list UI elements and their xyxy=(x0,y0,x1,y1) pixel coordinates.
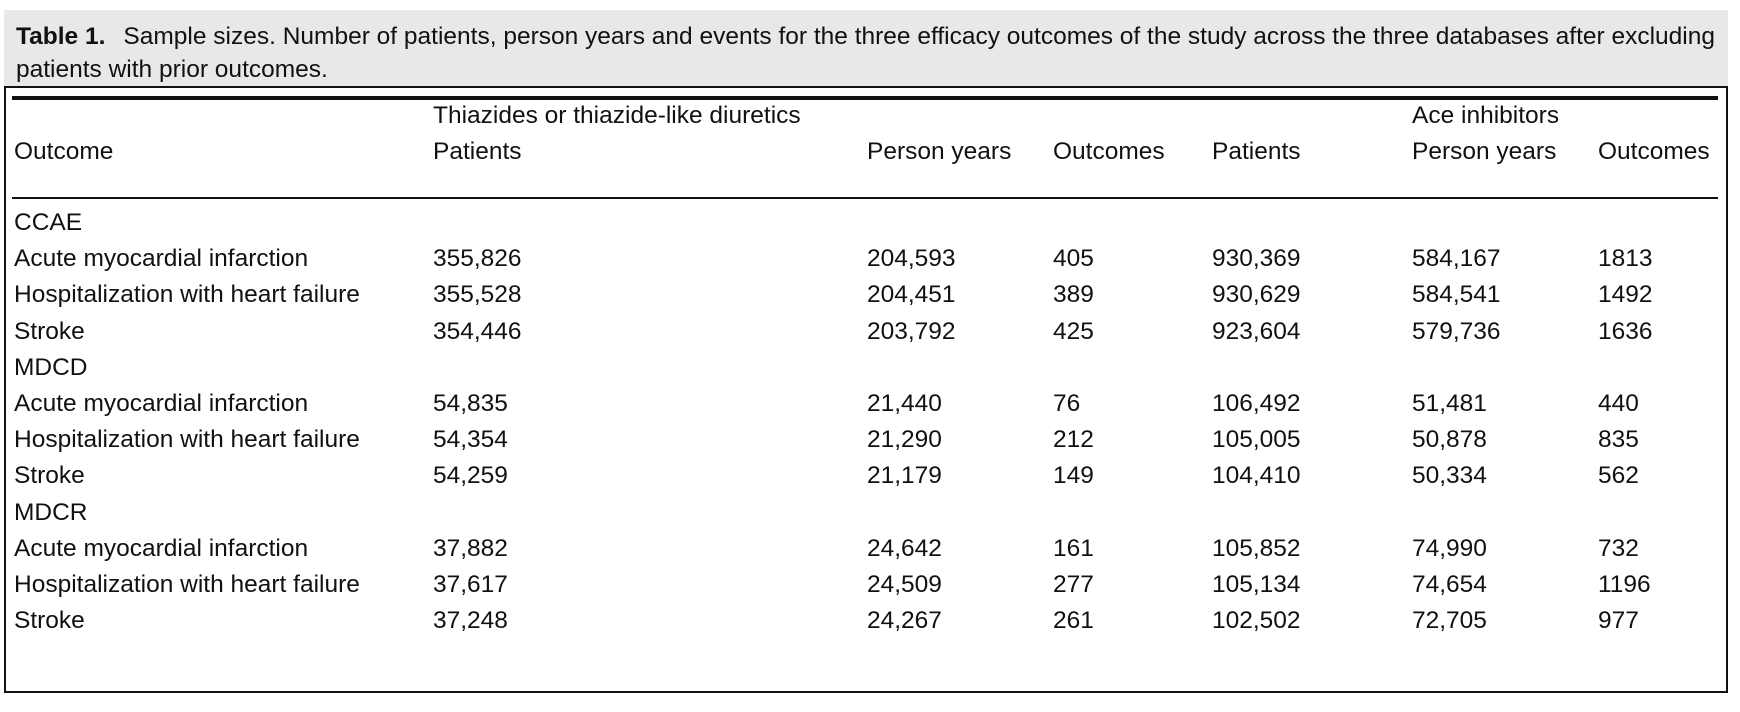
table-cell-outcome: Hospitalization with heart failure xyxy=(14,426,360,454)
table-cell-outcome: Acute myocardial infarction xyxy=(14,390,309,417)
table-cell-person-years-thiazides: 21,440 xyxy=(867,390,942,417)
table-cell-outcomes-ace: 1636 xyxy=(1598,317,1653,345)
table-cell-outcome: Hospitalization with heart failure xyxy=(14,571,360,598)
table-cell-person-years-thiazides: 204,593 xyxy=(867,245,956,273)
table-cell-outcomes-thiazides: 277 xyxy=(1053,571,1094,598)
table-cell-patients-thiazides: 54,835 xyxy=(433,390,508,417)
table-cell-patients-ace: 105,134 xyxy=(1212,571,1301,598)
column-header-person-years-thiazides: Person years xyxy=(867,138,1012,165)
table-cell-person-years-ace: 584,167 xyxy=(1412,245,1501,273)
table-cell-patients-ace: 106,492 xyxy=(1212,390,1301,417)
table-cell-outcome: Hospitalization with heart failure xyxy=(14,281,360,309)
table-cell-patients-ace: 923,604 xyxy=(1212,317,1301,345)
column-header-outcomes-thiazides: Outcomes xyxy=(1053,138,1165,165)
table-cell-person-years-thiazides: 21,290 xyxy=(867,426,942,454)
table-cell-person-years-thiazides: 24,509 xyxy=(867,571,942,598)
table-cell-outcome: Stroke xyxy=(14,462,85,490)
table-cell-outcomes-thiazides: 76 xyxy=(1053,390,1081,417)
table-cell-person-years-ace: 72,705 xyxy=(1412,607,1487,635)
table-cell-outcomes-ace: 440 xyxy=(1598,390,1639,417)
table-cell-person-years-thiazides: 24,267 xyxy=(867,607,942,635)
table-cell-person-years-ace: 74,654 xyxy=(1412,571,1487,598)
table-cell-outcomes-ace: 562 xyxy=(1598,462,1639,490)
table-cell-outcomes-thiazides: 405 xyxy=(1053,245,1094,273)
table-cell-person-years-thiazides: 24,642 xyxy=(867,534,942,562)
table-cell-patients-ace: 105,005 xyxy=(1212,426,1301,454)
table-cell-patients-thiazides: 37,248 xyxy=(433,607,508,635)
top-rule xyxy=(12,96,1718,100)
section-header: CCAE xyxy=(14,209,83,236)
table-cell-patients-thiazides: 37,617 xyxy=(433,571,508,598)
column-header-person-years-ace: Person years xyxy=(1412,138,1557,165)
table-cell-person-years-thiazides: 204,451 xyxy=(867,281,956,309)
table-cell-outcome: Stroke xyxy=(14,607,85,635)
table-cell-outcomes-thiazides: 212 xyxy=(1053,426,1094,454)
table-label: Table 1. xyxy=(16,23,106,50)
table-cell-patients-ace: 930,369 xyxy=(1212,245,1301,273)
column-header-patients-thiazides: Patients xyxy=(433,138,522,165)
table-cell-outcomes-thiazides: 261 xyxy=(1053,607,1094,635)
table-cell-outcomes-ace: 977 xyxy=(1598,607,1639,635)
table-cell-person-years-ace: 74,990 xyxy=(1412,534,1487,562)
table-cell-patients-thiazides: 54,259 xyxy=(433,462,508,490)
table-cell-outcomes-thiazides: 149 xyxy=(1053,462,1094,490)
table-cell-outcome: Acute myocardial infarction xyxy=(14,245,309,273)
table-cell-patients-thiazides: 37,882 xyxy=(433,534,508,562)
table-cell-patients-thiazides: 54,354 xyxy=(433,426,508,454)
table-caption-box: Table 1. Sample sizes. Number of patients… xyxy=(4,10,1728,88)
table-cell-outcomes-ace: 1492 xyxy=(1598,281,1653,309)
table-cell-patients-ace: 104,410 xyxy=(1212,462,1301,490)
table-cell-outcomes-ace: 1813 xyxy=(1598,245,1653,273)
table-cell-outcome: Stroke xyxy=(14,317,85,345)
table-cell-patients-thiazides: 355,528 xyxy=(433,281,522,309)
table-cell-outcomes-ace: 835 xyxy=(1598,426,1639,454)
table-cell-person-years-ace: 50,334 xyxy=(1412,462,1487,490)
table-cell-person-years-ace: 579,736 xyxy=(1412,317,1501,345)
table-cell-outcomes-thiazides: 161 xyxy=(1053,534,1094,562)
column-header-outcome: Outcome xyxy=(14,138,114,165)
table-cell-person-years-ace: 50,878 xyxy=(1412,426,1487,454)
table-cell-outcomes-thiazides: 389 xyxy=(1053,281,1094,309)
table-cell-outcome: Acute myocardial infarction xyxy=(14,534,309,562)
table-cell-person-years-ace: 584,541 xyxy=(1412,281,1501,309)
table-cell-person-years-thiazides: 21,179 xyxy=(867,462,942,490)
table-cell-patients-ace: 105,852 xyxy=(1212,534,1301,562)
section-header: MDCD xyxy=(14,353,88,381)
header-rule xyxy=(12,197,1718,199)
caption-text: Sample sizes. Number of patients, person… xyxy=(16,23,1715,83)
group-header-thiazides: Thiazides or thiazide-like diuretics xyxy=(433,102,801,129)
table-cell-person-years-ace: 51,481 xyxy=(1412,390,1487,417)
table-cell-outcomes-thiazides: 425 xyxy=(1053,317,1094,345)
column-header-patients-ace: Patients xyxy=(1212,138,1301,165)
table-caption: Table 1. Sample sizes. Number of patients… xyxy=(16,20,1716,86)
column-header-outcomes-ace: Outcomes xyxy=(1598,138,1710,165)
table-cell-outcomes-ace: 1196 xyxy=(1598,571,1651,598)
table-cell-outcomes-ace: 732 xyxy=(1598,534,1639,562)
table-cell-patients-thiazides: 354,446 xyxy=(433,317,522,345)
table-cell-patients-ace: 102,502 xyxy=(1212,607,1301,635)
table-cell-person-years-thiazides: 203,792 xyxy=(867,317,956,345)
table-cell-patients-ace: 930,629 xyxy=(1212,281,1301,309)
table-cell-patients-thiazides: 355,826 xyxy=(433,245,522,273)
section-header: MDCR xyxy=(14,498,88,526)
group-header-ace-inhibitors: Ace inhibitors xyxy=(1412,102,1560,129)
